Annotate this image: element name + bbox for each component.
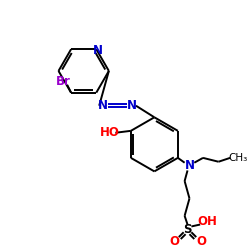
Text: O: O (169, 236, 179, 248)
Text: CH₃: CH₃ (228, 153, 248, 163)
Text: S: S (183, 223, 192, 236)
Text: N: N (184, 159, 194, 172)
Text: OH: OH (197, 215, 217, 228)
Text: O: O (196, 236, 206, 248)
Text: N: N (93, 44, 103, 57)
Text: Br: Br (56, 74, 71, 88)
Text: N: N (127, 99, 137, 112)
Text: HO: HO (100, 126, 119, 139)
Text: N: N (98, 99, 108, 112)
